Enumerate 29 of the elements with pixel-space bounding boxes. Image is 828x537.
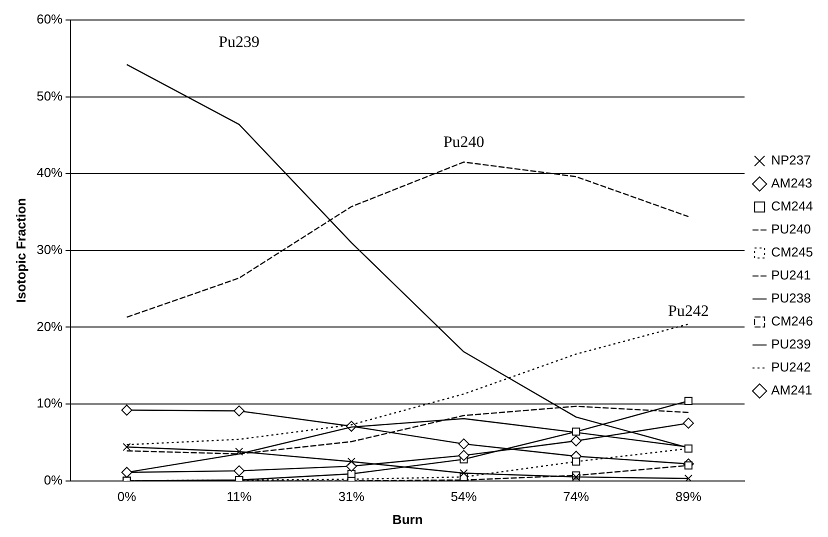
legend-label: PU238 (771, 290, 811, 306)
x-tick-label: 11% (226, 489, 252, 504)
y-tick-label: 30% (36, 242, 64, 257)
legend-label: CM246 (771, 314, 814, 329)
y-tick-label: 10% (36, 396, 64, 411)
legend-label: PU240 (771, 222, 811, 237)
legend-label: NP237 (771, 152, 811, 168)
y-tick-label: 0% (44, 472, 64, 488)
legend-label: AM243 (771, 176, 812, 191)
legend-label: CM245 (771, 244, 814, 260)
legend-label: AM241 (771, 382, 812, 398)
y-axis-title: Isotopic Fraction (13, 198, 28, 303)
y-tick-label: 20% (36, 318, 64, 334)
x-axis-title: Burn (392, 512, 423, 527)
annotation: Pu239 (218, 34, 260, 52)
annotation: Pu240 (443, 134, 484, 152)
x-tick-label: 0% (117, 489, 137, 504)
annotation: Pu242 (668, 303, 709, 320)
legend-label: CM244 (771, 198, 814, 214)
y-tick-label: 60% (36, 12, 64, 27)
y-tick-label: 40% (36, 165, 64, 180)
legend-label: PU242 (771, 360, 811, 375)
x-tick-label: 89% (675, 489, 702, 504)
x-tick-label: 74% (563, 489, 590, 504)
legend-label: PU239 (771, 336, 811, 352)
x-tick-label: 54% (450, 489, 478, 504)
x-tick-label: 31% (338, 489, 365, 504)
legend-label: PU241 (771, 268, 811, 283)
y-tick-label: 50% (36, 88, 64, 104)
